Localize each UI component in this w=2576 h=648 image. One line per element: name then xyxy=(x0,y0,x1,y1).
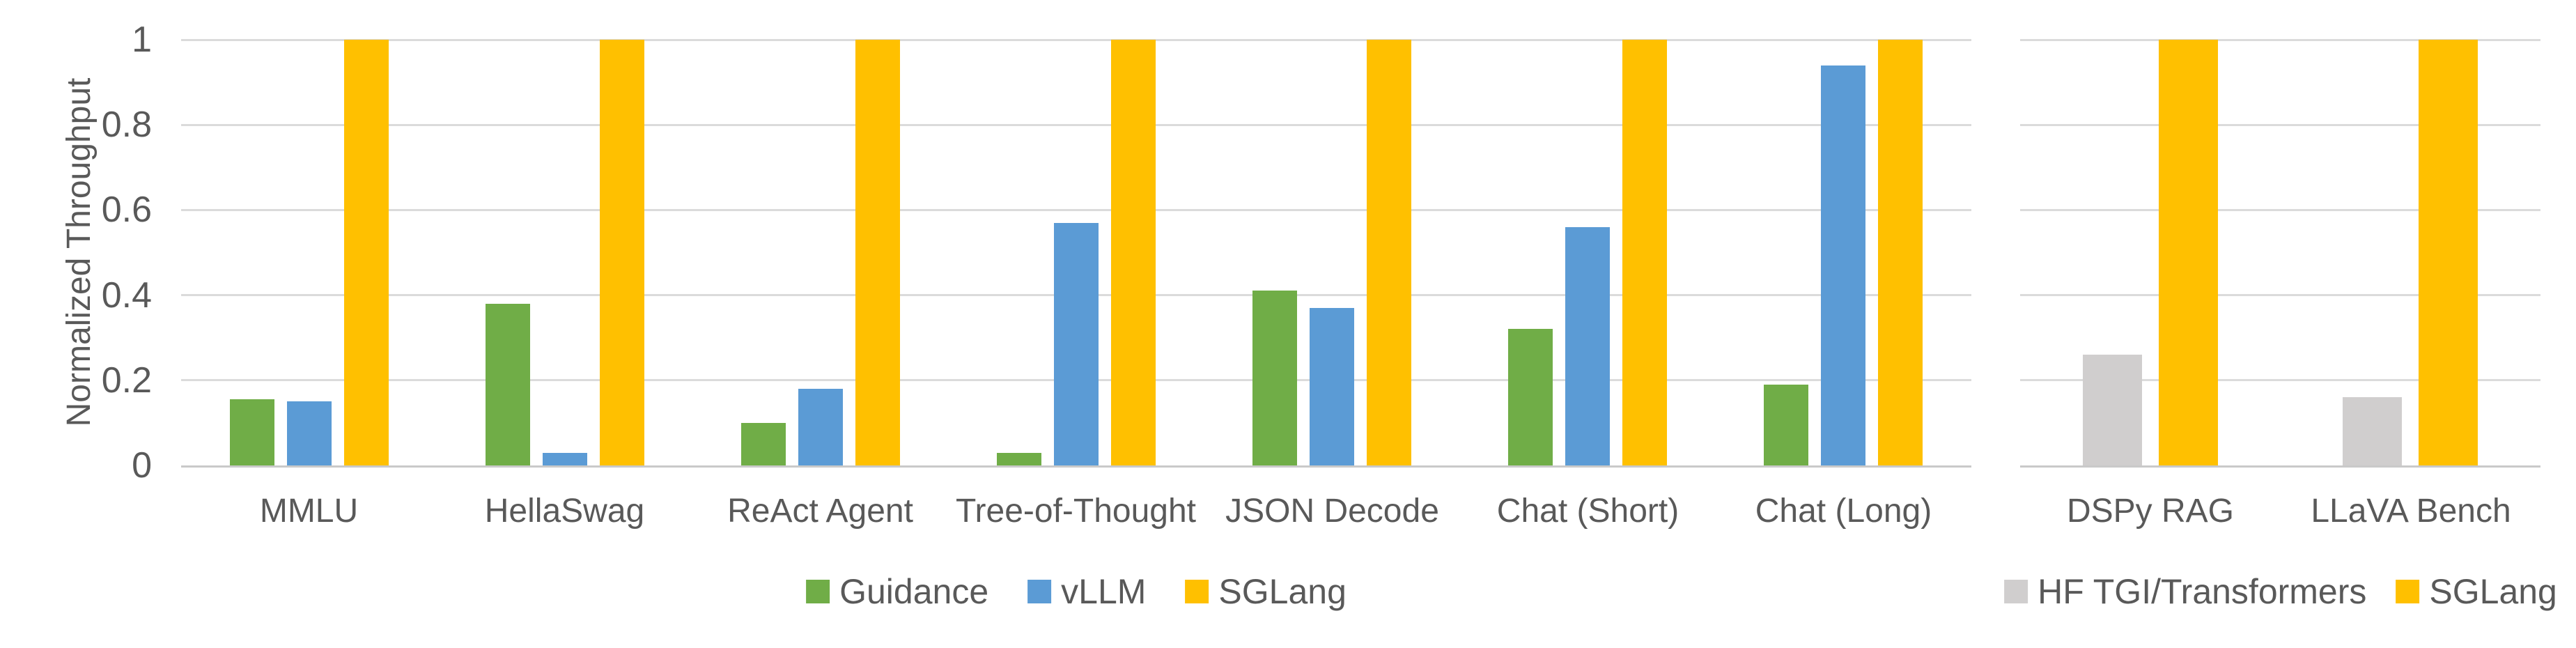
legend-swatch-vllm xyxy=(1027,580,1052,603)
bar-sglang-llava-bench xyxy=(2419,40,2478,465)
bar-guidance-mmlu xyxy=(230,399,274,465)
legend-item-sglang: SGLang xyxy=(2396,571,2557,612)
legend-label-sglang: SGLang xyxy=(2429,572,2557,611)
bar-sglang-hellaswag xyxy=(600,40,644,465)
bar-vllm-chat-short xyxy=(1565,227,1610,465)
x-axis-line xyxy=(181,465,1971,468)
bar-sglang-mmlu xyxy=(344,40,389,465)
gridline-0.2 xyxy=(2020,379,2540,381)
bar-guidance-react-agent xyxy=(741,423,786,465)
category-label-mmlu: MMLU xyxy=(259,493,359,530)
legend-swatch-hf-tgi-transformers xyxy=(2004,580,2028,603)
gridline-1 xyxy=(181,39,1971,41)
gridline-0.8 xyxy=(181,124,1971,126)
legend-label-sglang: SGLang xyxy=(1218,572,1347,611)
bar-vllm-hellaswag xyxy=(543,453,587,465)
legend-label-hf-tgi-transformers: HF TGI/Transformers xyxy=(2038,572,2367,611)
gridline-0.4 xyxy=(2020,294,2540,296)
bar-guidance-chat-short xyxy=(1508,329,1553,465)
bar-hf-tgi-transformers-dspy-rag xyxy=(2083,355,2142,465)
category-label-llava-bench: LLaVA Bench xyxy=(2311,493,2511,530)
bar-sglang-tree-of-thought xyxy=(1111,40,1156,465)
y-tick-label-0.2: 0.2 xyxy=(101,360,152,401)
gridline-0.6 xyxy=(2020,209,2540,211)
bar-hf-tgi-transformers-llava-bench xyxy=(2343,397,2402,465)
y-tick-label-0.8: 0.8 xyxy=(101,105,152,145)
bar-sglang-dspy-rag xyxy=(2159,40,2218,465)
legend-swatch-guidance xyxy=(806,580,830,603)
category-label-tree-of-thought: Tree-of-Thought xyxy=(955,493,1197,530)
legend-swatch-sglang xyxy=(2396,580,2420,603)
bar-vllm-tree-of-thought xyxy=(1054,223,1099,465)
legend-item-vllm: vLLM xyxy=(1027,571,1146,612)
bar-vllm-chat-long xyxy=(1821,65,1865,465)
category-label-react-agent: ReAct Agent xyxy=(727,493,913,530)
category-label-json-decode: JSON Decode xyxy=(1225,493,1439,530)
legend-item-hf-tgi-transformers: HF TGI/Transformers xyxy=(2004,571,2366,612)
y-tick-label-0.4: 0.4 xyxy=(101,275,152,316)
category-label-chat-long: Chat (Long) xyxy=(1755,493,1932,530)
gridline-0.6 xyxy=(181,209,1971,211)
category-label-hellaswag: HellaSwag xyxy=(484,493,645,530)
category-label-dspy-rag: DSPy RAG xyxy=(2066,493,2235,530)
bar-guidance-hellaswag xyxy=(486,304,530,465)
bar-vllm-react-agent xyxy=(798,389,843,465)
y-tick-label-1: 1 xyxy=(132,20,152,60)
bar-guidance-json-decode xyxy=(1252,291,1297,465)
bar-vllm-json-decode xyxy=(1310,308,1354,465)
x-axis-line xyxy=(2020,465,2540,468)
legend-swatch-sglang xyxy=(1185,580,1209,603)
bar-sglang-json-decode xyxy=(1367,40,1411,465)
legend-label-vllm: vLLM xyxy=(1061,572,1147,611)
legend-item-guidance: Guidance xyxy=(806,571,988,612)
legend-label-guidance: Guidance xyxy=(839,572,989,611)
bar-sglang-react-agent xyxy=(855,40,900,465)
bar-vllm-mmlu xyxy=(287,401,332,465)
bar-guidance-chat-long xyxy=(1764,385,1808,465)
gridline-0.8 xyxy=(2020,124,2540,126)
y-tick-label-0.6: 0.6 xyxy=(101,190,152,230)
gridline-1 xyxy=(2020,39,2540,41)
legend-right-chart: HF TGI/Transformers SGLang xyxy=(2004,571,2557,612)
y-tick-label-0: 0 xyxy=(132,445,152,486)
category-label-chat-short: Chat (Short) xyxy=(1496,493,1679,530)
bar-sglang-chat-short xyxy=(1622,40,1667,465)
legend-item-sglang: SGLang xyxy=(1185,571,1347,612)
bar-sglang-chat-long xyxy=(1878,40,1923,465)
legend-left-chart: Guidance vLLM SGLang xyxy=(806,571,1347,612)
bar-guidance-tree-of-thought xyxy=(997,453,1041,465)
